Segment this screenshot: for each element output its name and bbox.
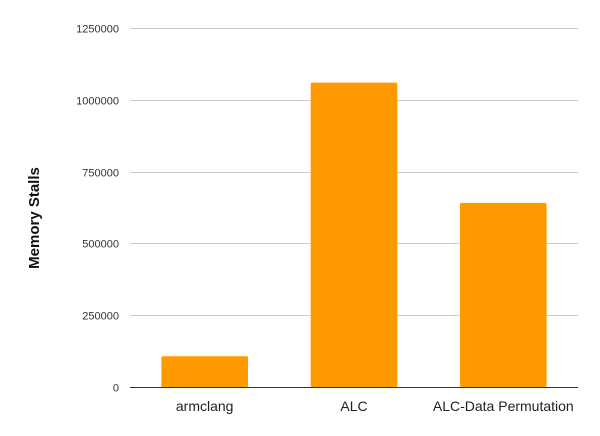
bar-armclang: [161, 356, 248, 387]
y-axis-title: Memory Stalls: [26, 167, 43, 269]
bars: [161, 82, 547, 387]
x-tick-labels: armclang ALC ALC-Data Permutation: [176, 398, 574, 414]
y-tick-label: 1000000: [76, 96, 119, 108]
y-tick-label: 750000: [82, 168, 119, 180]
y-tick-label: 250000: [82, 311, 119, 323]
bar-alc: [310, 82, 398, 387]
x-tick-label: ALC: [340, 398, 367, 414]
y-tick-label: 500000: [82, 239, 119, 251]
y-tick-label: 1250000: [76, 24, 119, 36]
bar-alc-data-permutation: [460, 202, 547, 387]
x-tick-label: ALC-Data Permutation: [433, 398, 574, 414]
y-tick-labels: 0 250000 500000 750000 1000000 1250000: [76, 24, 119, 395]
y-tick-label: 0: [113, 383, 119, 395]
x-tick-label: armclang: [176, 398, 234, 414]
